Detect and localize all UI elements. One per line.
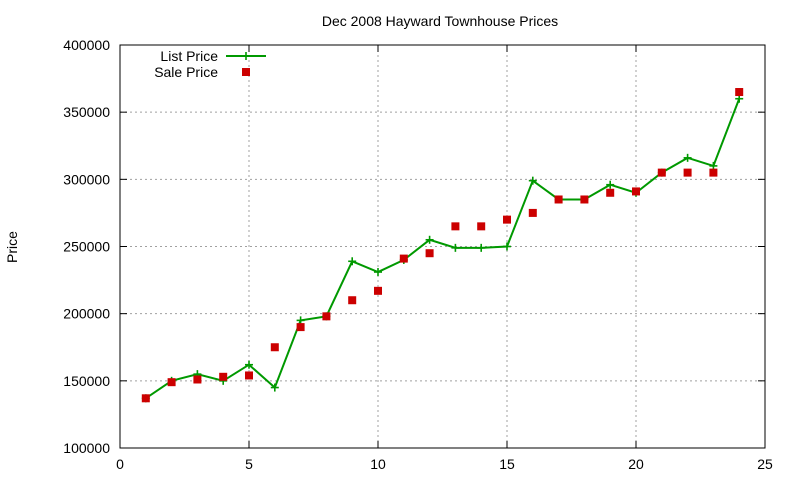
list-price-point	[374, 268, 382, 277]
chart-title: Dec 2008 Hayward Townhouse Prices	[322, 13, 558, 29]
sale-price-point	[709, 168, 718, 177]
list-price-line	[145, 98, 741, 400]
tick-layer: 0 5 10 15 20 25 100000 150000 200000 250000 300000…	[63, 37, 773, 472]
y-tick-label: 300000	[63, 171, 110, 187]
y-tick-label: 350000	[63, 104, 110, 120]
list-price-point	[296, 316, 305, 325]
y-tick-label: 150000	[63, 373, 110, 389]
sale-price-point	[245, 371, 253, 380]
list-price-point	[503, 242, 511, 251]
sale-price-point	[657, 168, 666, 177]
sale-price-point	[632, 187, 640, 196]
sale-price-point	[606, 188, 615, 197]
list-price-point	[709, 161, 718, 170]
list-price-point	[425, 235, 434, 244]
sale-price-point	[580, 195, 589, 204]
sale-price-point	[425, 249, 434, 258]
sale-price-point	[477, 222, 486, 231]
x-tick-label: 10	[370, 456, 386, 472]
sale-price-point	[503, 215, 511, 224]
list-price-point	[348, 257, 357, 266]
sale-price-point	[219, 372, 228, 381]
sale-price-point	[167, 378, 176, 387]
sale-price-point	[193, 375, 202, 384]
list-price-point	[606, 180, 615, 189]
list-price-point	[270, 383, 279, 392]
series-list-price	[141, 94, 744, 403]
sale-price-point	[399, 254, 408, 263]
legend-label: Sale Price	[154, 64, 218, 80]
list-price-point	[735, 94, 744, 103]
sale-price-point	[528, 208, 537, 217]
list-price-point	[528, 176, 537, 185]
y-tick-label: 400000	[63, 37, 110, 53]
x-tick-label: 5	[245, 456, 253, 472]
y-tick-label: 250000	[63, 239, 110, 255]
series-sale-price	[141, 88, 744, 403]
sale-price-point	[683, 168, 692, 177]
list-price-point	[477, 243, 486, 252]
y-axis-label: Price	[4, 231, 20, 263]
x-tick-label: 25	[757, 456, 773, 472]
list-price-point	[683, 153, 692, 162]
x-tick-label: 20	[628, 456, 644, 472]
sale-price-point	[141, 394, 150, 403]
sale-price-point	[296, 323, 305, 332]
sale-price-point	[270, 343, 279, 352]
sale-price-point	[374, 286, 382, 295]
sale-price-point	[735, 88, 744, 97]
sale-price-point	[554, 195, 563, 204]
grid-layer	[120, 45, 765, 448]
sale-price-point	[322, 312, 331, 321]
sale-price-point	[451, 222, 460, 231]
series-layer	[141, 88, 744, 403]
y-tick-label: 200000	[63, 306, 110, 322]
list-price-point	[451, 243, 460, 252]
legend-label: List Price	[160, 48, 218, 64]
x-tick-label: 15	[499, 456, 515, 472]
legend-point-swatch	[242, 52, 250, 60]
legend-point-swatch	[242, 68, 250, 76]
list-price-point	[245, 360, 253, 369]
x-tick-label: 0	[116, 456, 124, 472]
sale-price-point	[348, 296, 357, 305]
y-tick-label: 100000	[63, 440, 110, 456]
